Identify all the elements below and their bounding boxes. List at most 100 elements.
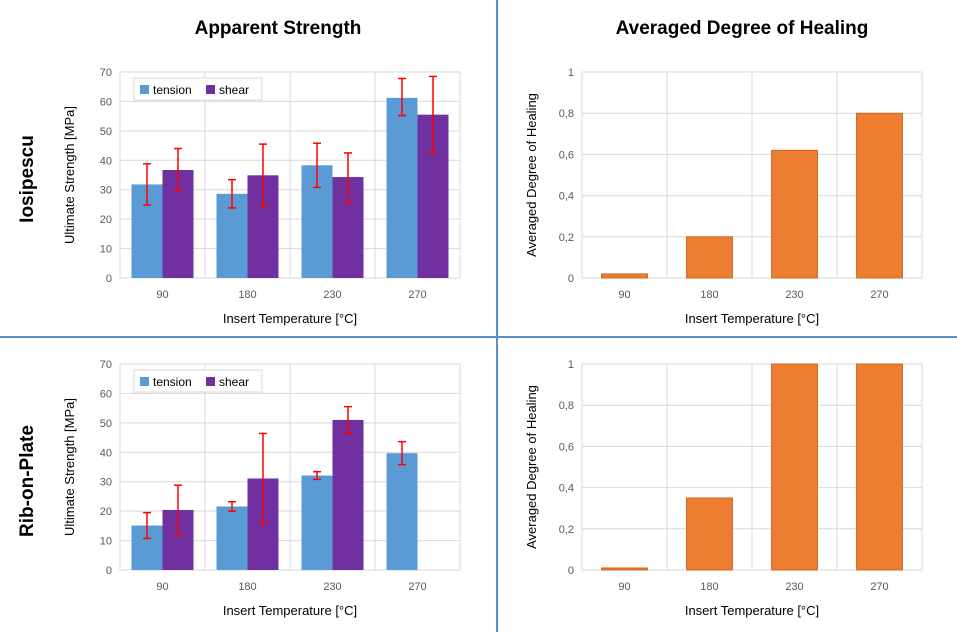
x-tick-label: 180 — [700, 289, 718, 301]
legend-label-tension: tension — [153, 375, 192, 389]
y-tick-label: 0,2 — [559, 524, 574, 536]
title-degree-of-healing: Averaged Degree of Healing — [615, 18, 869, 39]
chart-iosipescu-strength: 0 10 20 30 40 50 60 70 90 180 230 270 Insert Tempera… — [62, 67, 461, 326]
x-tick-label: 270 — [408, 289, 426, 301]
legend-label-shear: shear — [219, 83, 249, 97]
x-tick-label: 230 — [785, 289, 803, 301]
error-bar-shear-230 — [344, 405, 352, 434]
x-axis-title: Insert Temperature [°C] — [685, 311, 819, 326]
x-tick-label: 270 — [408, 581, 426, 593]
bar-healing-90 — [601, 273, 648, 279]
error-bar-tension-90 — [143, 163, 151, 206]
bar-tension-270 — [386, 97, 418, 278]
y-tick-label: 40 — [100, 447, 112, 459]
error-bar-tension-180 — [228, 500, 236, 512]
error-bar-tension-230 — [313, 470, 321, 481]
y-tick-label: 20 — [100, 506, 112, 518]
plot-border — [119, 71, 461, 279]
error-bar-shear-180 — [259, 143, 267, 208]
error-bar-shear-90 — [174, 147, 182, 193]
chart-ribplate-strength: 0 10 20 30 40 50 60 70 90 180 230 270 Insert Tempera… — [62, 359, 461, 618]
error-bar-shear-270 — [429, 75, 437, 154]
x-tick-label: 90 — [618, 289, 630, 301]
y-tick-label: 0,2 — [559, 232, 574, 244]
y-tick-label: 50 — [100, 126, 112, 138]
legend-label-shear: shear — [219, 375, 249, 389]
y-tick-label: 70 — [100, 359, 112, 371]
y-axis-title: Averaged Degree of Healing — [524, 93, 539, 257]
x-tick-label: 230 — [785, 581, 803, 593]
y-tick-label: 0,6 — [559, 441, 574, 453]
bar-tension-270 — [386, 453, 418, 570]
error-bar-tension-180 — [228, 178, 236, 209]
error-bar-shear-90 — [174, 484, 182, 536]
vertical-divider — [496, 0, 498, 632]
x-tick-label: 230 — [323, 581, 341, 593]
bar-tension-230 — [301, 475, 333, 570]
y-tick-label: 30 — [100, 185, 112, 197]
horizontal-divider — [0, 336, 957, 338]
x-tick-label: 90 — [156, 289, 168, 301]
y-tick-label: 10 — [100, 536, 112, 548]
plot-border — [581, 71, 923, 279]
chart-iosipescu-healing: 0 0,2 0,4 0,6 0,8 1 90 180 230 270 Insert Temperat… — [524, 67, 923, 326]
x-axis-title: Insert Temperature [°C] — [223, 311, 357, 326]
bar-healing-230 — [771, 149, 818, 279]
x-tick-label: 90 — [618, 581, 630, 593]
y-tick-label: 40 — [100, 155, 112, 167]
legend-swatch-shear — [206, 85, 215, 94]
y-tick-label: 0 — [568, 273, 574, 285]
y-tick-label: 0 — [568, 565, 574, 577]
x-tick-label: 180 — [238, 289, 256, 301]
y-tick-label: 50 — [100, 418, 112, 430]
x-axis-title: Insert Temperature [°C] — [223, 603, 357, 618]
title-apparent-strength: Apparent Strength — [194, 18, 362, 39]
bar-healing-180 — [686, 497, 733, 571]
plot-border — [119, 363, 461, 571]
y-tick-label: 1 — [568, 359, 574, 371]
error-bar-tension-270 — [398, 77, 406, 117]
legend: tension shear — [133, 369, 263, 393]
x-tick-label: 230 — [323, 289, 341, 301]
legend: tension shear — [133, 77, 263, 101]
y-tick-label: 0,4 — [559, 483, 574, 495]
legend-label-tension: tension — [153, 83, 192, 97]
bar-healing-270 — [856, 363, 903, 571]
bar-healing-270 — [856, 112, 903, 279]
y-tick-label: 60 — [100, 388, 112, 400]
y-tick-label: 0,8 — [559, 108, 574, 120]
y-tick-label: 1 — [568, 67, 574, 79]
legend-swatch-tension — [140, 377, 149, 386]
y-tick-label: 0,6 — [559, 149, 574, 161]
y-axis-title: Ultimate Strength [MPa] — [62, 106, 77, 244]
y-tick-label: 70 — [100, 67, 112, 79]
y-tick-label: 60 — [100, 96, 112, 108]
row-label-iosipescu: Iosipescu — [17, 135, 38, 223]
error-bar-shear-180 — [259, 432, 267, 525]
y-tick-label: 20 — [100, 214, 112, 226]
row-label-rib-on-plate: Rib-on-Plate — [17, 425, 38, 537]
x-tick-label: 180 — [700, 581, 718, 593]
x-axis-title: Insert Temperature [°C] — [685, 603, 819, 618]
plot-border — [581, 363, 923, 571]
y-tick-label: 0 — [106, 273, 112, 285]
x-tick-label: 270 — [870, 581, 888, 593]
y-tick-label: 30 — [100, 477, 112, 489]
legend-swatch-shear — [206, 377, 215, 386]
error-bar-tension-90 — [143, 511, 151, 540]
bar-healing-180 — [686, 236, 733, 279]
y-axis-title: Averaged Degree of Healing — [524, 385, 539, 549]
bar-healing-90 — [601, 567, 648, 571]
chart-ribplate-healing: 0 0,2 0,4 0,6 0,8 1 90 180 230 270 Insert Temperat… — [524, 359, 923, 618]
y-axis-title: Ultimate Strength [MPa] — [62, 398, 77, 536]
error-bar-tension-270 — [398, 440, 406, 466]
x-tick-label: 180 — [238, 581, 256, 593]
y-tick-label: 10 — [100, 244, 112, 256]
bar-healing-230 — [771, 363, 818, 571]
x-tick-label: 270 — [870, 289, 888, 301]
y-tick-label: 0 — [106, 565, 112, 577]
error-bar-shear-230 — [344, 152, 352, 204]
legend-swatch-tension — [140, 85, 149, 94]
bar-tension-180 — [216, 506, 248, 570]
x-tick-label: 90 — [156, 581, 168, 593]
